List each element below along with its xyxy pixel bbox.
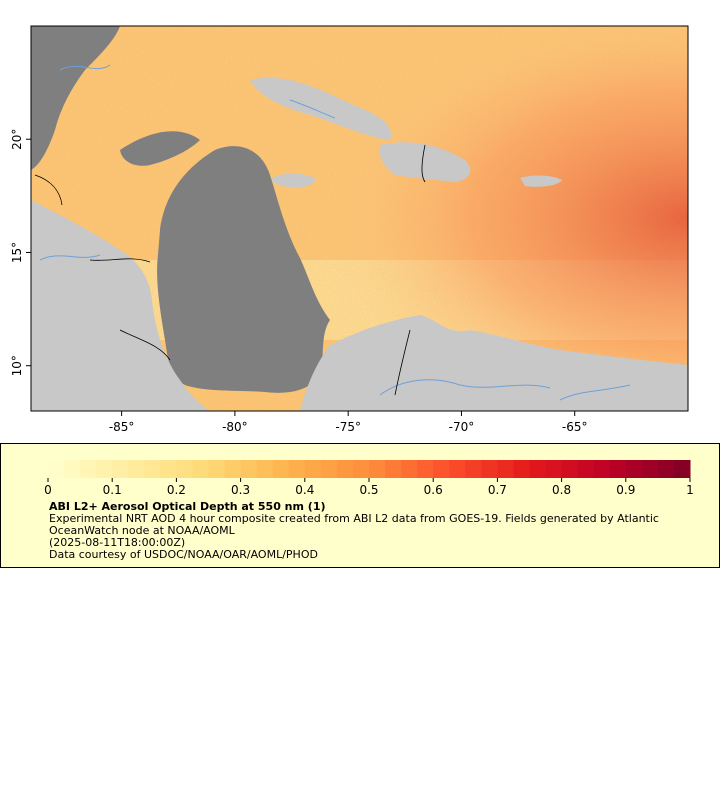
colorbar-tick-label: 0.1 bbox=[103, 483, 122, 497]
colorbar-swatch bbox=[304, 460, 322, 478]
colorbar-ticks: 0 0.1 0.2 0.3 0.4 0.5 0.6 0.7 0.8 0.9 1 bbox=[44, 478, 694, 497]
colorbar-swatch bbox=[256, 460, 274, 478]
colorbar-swatch bbox=[272, 460, 290, 478]
colorbar-swatch bbox=[288, 460, 306, 478]
x-tick-label: -70° bbox=[449, 420, 475, 434]
colorbar-swatch bbox=[641, 460, 659, 478]
colorbar-swatch bbox=[481, 460, 498, 478]
map-panel: -85° -80° -75° -70° -65° 20° 15° 10° bbox=[10, 25, 689, 434]
colorbar-swatch bbox=[609, 460, 627, 478]
y-tick-label: 15° bbox=[10, 242, 24, 263]
colorbar-tick-label: 1 bbox=[686, 483, 694, 497]
colorbar-tick-label: 0.2 bbox=[167, 483, 186, 497]
colorbar-tick-label: 0.8 bbox=[552, 483, 571, 497]
colorbar-swatch bbox=[128, 460, 145, 478]
colorbar-swatch bbox=[449, 460, 466, 478]
aod-map: -85° -80° -75° -70° -65° 20° 15° 10° bbox=[10, 25, 689, 434]
central-america-land bbox=[31, 200, 210, 411]
colorbar-swatch bbox=[176, 460, 193, 478]
colorbar-swatch bbox=[192, 460, 209, 478]
colorbar-swatch bbox=[593, 460, 611, 478]
x-tick-label: -65° bbox=[562, 420, 588, 434]
colorbar-tick-label: 0.5 bbox=[359, 483, 378, 497]
colorbar-swatch bbox=[96, 460, 113, 478]
colorbar-tick-label: 0 bbox=[44, 483, 52, 497]
colorbar-swatch bbox=[401, 460, 418, 478]
country-borders bbox=[34, 144, 426, 396]
colorbar-swatch bbox=[497, 460, 514, 478]
y-tick-label: 10° bbox=[10, 355, 24, 376]
legend-credit: Data courtesy of USDOC/NOAA/OAR/AOML/PHO… bbox=[49, 548, 318, 561]
caribbean-sea-mask bbox=[157, 146, 330, 393]
colorbar-tick-label: 0.4 bbox=[295, 483, 314, 497]
colorbar-tick-label: 0.9 bbox=[616, 483, 635, 497]
colorbar-swatch bbox=[577, 460, 595, 478]
legend-panel: 0 0.1 0.2 0.3 0.4 0.5 0.6 0.7 0.8 0.9 1 ABI L2+ Ae… bbox=[0, 443, 720, 568]
colorbar-swatch bbox=[561, 460, 579, 478]
colorbar-swatch bbox=[208, 460, 226, 478]
rivers bbox=[39, 64, 631, 401]
colorbar-swatch bbox=[48, 460, 65, 478]
colorbar-swatches bbox=[48, 460, 691, 478]
legend-text: ABI L2+ Aerosol Optical Depth at 550 nm … bbox=[49, 501, 689, 561]
colorbar-swatch bbox=[64, 460, 81, 478]
x-tick-label: -80° bbox=[222, 420, 248, 434]
colorbar: 0 0.1 0.2 0.3 0.4 0.5 0.6 0.7 0.8 0.9 1 bbox=[44, 460, 694, 497]
hispaniola-land bbox=[379, 142, 471, 182]
colorbar-swatch bbox=[625, 460, 643, 478]
colorbar-swatch bbox=[369, 460, 386, 478]
colorbar-swatch bbox=[112, 460, 129, 478]
colorbar-swatch bbox=[240, 460, 258, 478]
colorbar-swatch bbox=[336, 460, 354, 478]
legend-timestamp: (2025-08-11T18:00:00Z) bbox=[49, 536, 186, 549]
west-ocean-mask-2 bbox=[120, 131, 200, 166]
colorbar-swatch bbox=[224, 460, 242, 478]
colorbar-swatch bbox=[529, 460, 547, 478]
colorbar-swatch bbox=[144, 460, 161, 478]
colorbar-swatch bbox=[80, 460, 97, 478]
colorbar-swatch bbox=[320, 460, 338, 478]
x-tick-label: -85° bbox=[109, 420, 135, 434]
x-tick-label: -75° bbox=[335, 420, 361, 434]
colorbar-swatch bbox=[352, 460, 370, 478]
y-axis: 20° 15° 10° bbox=[10, 129, 31, 376]
colorbar-swatch bbox=[673, 460, 691, 478]
legend-description: Experimental NRT AOD 4 hour composite cr… bbox=[49, 512, 659, 537]
colorbar-swatch bbox=[465, 460, 482, 478]
colorbar-tick-label: 0.3 bbox=[231, 483, 250, 497]
colorbar-swatch bbox=[513, 460, 530, 478]
y-tick-label: 20° bbox=[10, 129, 24, 150]
legend-title: ABI L2+ Aerosol Optical Depth at 550 nm … bbox=[49, 500, 326, 513]
colorbar-swatch bbox=[545, 460, 563, 478]
colorbar-tick-label: 0.7 bbox=[488, 483, 507, 497]
colorbar-swatch bbox=[160, 460, 177, 478]
colorbar-swatch bbox=[657, 460, 675, 478]
puerto-rico-land bbox=[520, 175, 562, 187]
x-axis: -85° -80° -75° -70° -65° bbox=[109, 411, 588, 434]
gulf-mask bbox=[31, 26, 120, 170]
colorbar-swatch bbox=[385, 460, 402, 478]
colorbar-swatch bbox=[433, 460, 450, 478]
jamaica-land bbox=[272, 173, 316, 188]
colorbar-tick-label: 0.6 bbox=[424, 483, 443, 497]
colorbar-swatch bbox=[417, 460, 434, 478]
map-frame bbox=[30, 25, 689, 412]
cuba-land bbox=[250, 77, 392, 140]
